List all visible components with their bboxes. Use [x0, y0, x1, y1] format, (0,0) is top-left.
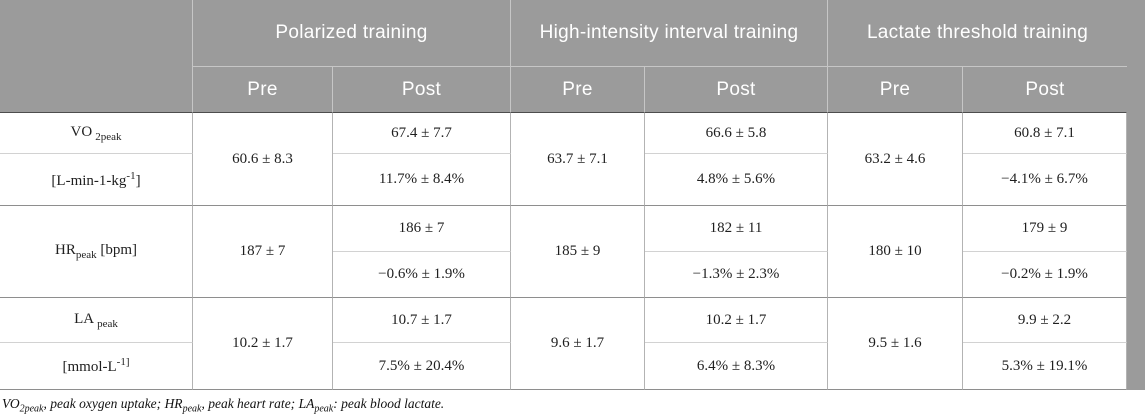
footnote-vo2peak-subscript: 2peak	[19, 403, 44, 415]
cell-vo2peak-lactate-post-pct: −4.1% ± 6.7%	[963, 154, 1128, 206]
row-label-lapeak-unit: [mmol-L-1]	[0, 343, 193, 390]
hrpeak-label-text: HR	[54, 242, 76, 258]
header-pre-hiit: Pre	[511, 67, 645, 112]
cell-hrpeak-hiit-pre: 185 ± 9	[511, 206, 645, 298]
cell-lapeak-lactate-pre: 9.5 ± 1.6	[828, 298, 964, 390]
cell-vo2peak-lactate-post-abs: 60.8 ± 7.1	[963, 112, 1128, 154]
hrpeak-label-unit: [bpm]	[96, 242, 138, 258]
cell-vo2peak-hiit-pre: 63.7 ± 7.1	[511, 112, 645, 206]
header-polarized-training: Polarized training	[193, 0, 511, 67]
cell-lapeak-lactate-post-pct: 5.3% ± 19.1%	[963, 343, 1128, 390]
header-pre-polarized: Pre	[193, 67, 333, 112]
footnote-vo2peak-abbr: VO	[2, 396, 20, 411]
row-label-vo2peak-unit: [L-min-1-kg-1]	[0, 154, 193, 206]
cell-lapeak-polarized-pre: 10.2 ± 1.7	[193, 298, 333, 390]
cell-hrpeak-lactate-post-abs: 179 ± 9	[963, 206, 1128, 252]
vo2peak-unit-text: [L-min-1-kg	[51, 172, 127, 189]
row-label-lapeak: LA peak	[0, 298, 193, 343]
cell-lapeak-hiit-post-pct: 6.4% ± 8.3%	[645, 343, 829, 390]
training-results-table: Polarized training High-intensity interv…	[0, 0, 1145, 390]
footnote-lapeak-definition: : peak blood lactate.	[333, 396, 445, 411]
footnote-lapeak-subscript: peak	[314, 403, 334, 415]
table-footnote: VO2peak, peak oxygen uptake; HRpeak, pea…	[2, 396, 1145, 415]
header-post-polarized: Post	[333, 67, 511, 112]
cell-hrpeak-hiit-post-pct: −1.3% ± 2.3%	[645, 252, 829, 298]
footnote-lapeak-abbr: LA	[298, 396, 315, 411]
cell-lapeak-lactate-post-abs: 9.9 ± 2.2	[963, 298, 1128, 343]
cell-hrpeak-polarized-post-pct: −0.6% ± 1.9%	[333, 252, 511, 298]
cell-hrpeak-lactate-pre: 180 ± 10	[828, 206, 964, 298]
cell-hrpeak-hiit-post-abs: 182 ± 11	[645, 206, 829, 252]
vo2peak-unit-close: ]	[135, 172, 141, 189]
cell-vo2peak-lactate-pre: 63.2 ± 4.6	[828, 112, 964, 206]
footnote-hrpeak-subscript: peak	[182, 403, 202, 415]
header-hiit-training: High-intensity interval training	[511, 0, 829, 67]
footnote-hrpeak-definition: , peak heart rate;	[201, 396, 299, 411]
cell-hrpeak-polarized-post-abs: 186 ± 7	[333, 206, 511, 252]
header-pre-lactate: Pre	[828, 67, 964, 112]
cell-vo2peak-polarized-pre: 60.6 ± 8.3	[193, 112, 333, 206]
cell-vo2peak-hiit-post-pct: 4.8% ± 5.6%	[645, 154, 829, 206]
header-corner-cell	[0, 0, 193, 112]
cell-lapeak-polarized-post-pct: 7.5% ± 20.4%	[333, 343, 511, 390]
header-lactate-threshold-training: Lactate threshold training	[828, 0, 1128, 67]
cell-hrpeak-lactate-post-pct: −0.2% ± 1.9%	[963, 252, 1128, 298]
lapeak-unit-superscript: -1]	[116, 356, 130, 368]
table-right-edge-strip	[1127, 0, 1145, 390]
row-label-vo2peak: VO 2peak	[0, 112, 193, 154]
header-post-lactate: Post	[963, 67, 1128, 112]
cell-lapeak-hiit-pre: 9.6 ± 1.7	[511, 298, 645, 390]
vo2peak-label-text: VO	[70, 123, 93, 140]
footnote-vo2peak-definition: , peak oxygen uptake;	[43, 396, 165, 411]
lapeak-label-text: LA	[74, 310, 95, 327]
row-label-hrpeak: HRpeak [bpm]	[0, 206, 193, 298]
lapeak-unit-text: [mmol-L	[62, 359, 117, 375]
cell-lapeak-polarized-post-abs: 10.7 ± 1.7	[333, 298, 511, 343]
cell-hrpeak-polarized-pre: 187 ± 7	[193, 206, 333, 298]
hrpeak-label-subscript: peak	[75, 249, 97, 261]
lapeak-label-subscript: peak	[97, 317, 118, 330]
footnote-hrpeak-abbr: HR	[164, 396, 183, 411]
cell-vo2peak-polarized-post-pct: 11.7% ± 8.4%	[333, 154, 511, 206]
cell-lapeak-hiit-post-abs: 10.2 ± 1.7	[645, 298, 829, 343]
cell-vo2peak-polarized-post-abs: 67.4 ± 7.7	[333, 112, 511, 154]
vo2peak-unit-superscript: -1	[126, 169, 136, 182]
vo2peak-label-subscript: 2peak	[95, 130, 122, 143]
cell-vo2peak-hiit-post-abs: 66.6 ± 5.8	[645, 112, 829, 154]
header-post-hiit: Post	[645, 67, 829, 112]
